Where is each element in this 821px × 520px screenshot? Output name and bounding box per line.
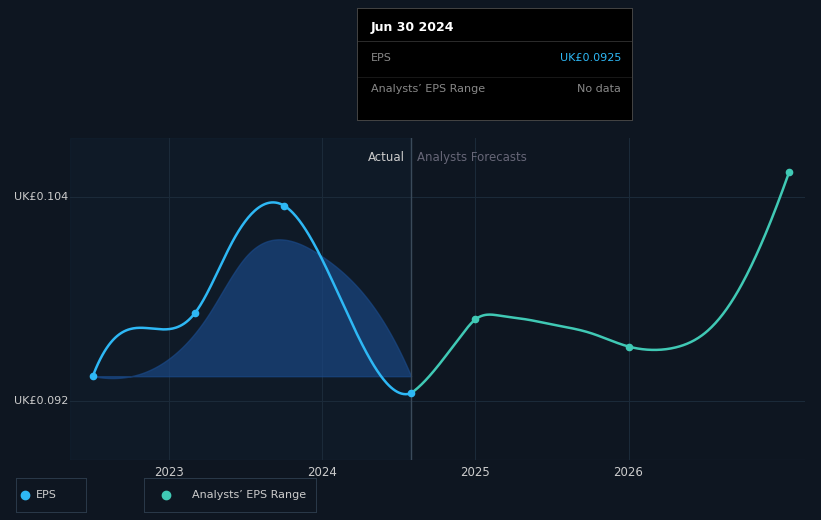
Text: Analysts’ EPS Range: Analysts’ EPS Range xyxy=(371,84,485,94)
Text: No data: No data xyxy=(577,84,621,94)
Bar xyxy=(70,138,411,460)
Text: Analysts’ EPS Range: Analysts’ EPS Range xyxy=(192,490,306,500)
Text: UK£0.0925: UK£0.0925 xyxy=(560,53,621,62)
Text: Jun 30 2024: Jun 30 2024 xyxy=(371,21,454,34)
Text: UK£0.092: UK£0.092 xyxy=(14,396,68,406)
Text: Analysts Forecasts: Analysts Forecasts xyxy=(417,151,527,164)
Text: Actual: Actual xyxy=(368,151,405,164)
Text: UK£0.104: UK£0.104 xyxy=(14,192,68,202)
Text: EPS: EPS xyxy=(36,490,57,500)
Text: EPS: EPS xyxy=(371,53,392,62)
